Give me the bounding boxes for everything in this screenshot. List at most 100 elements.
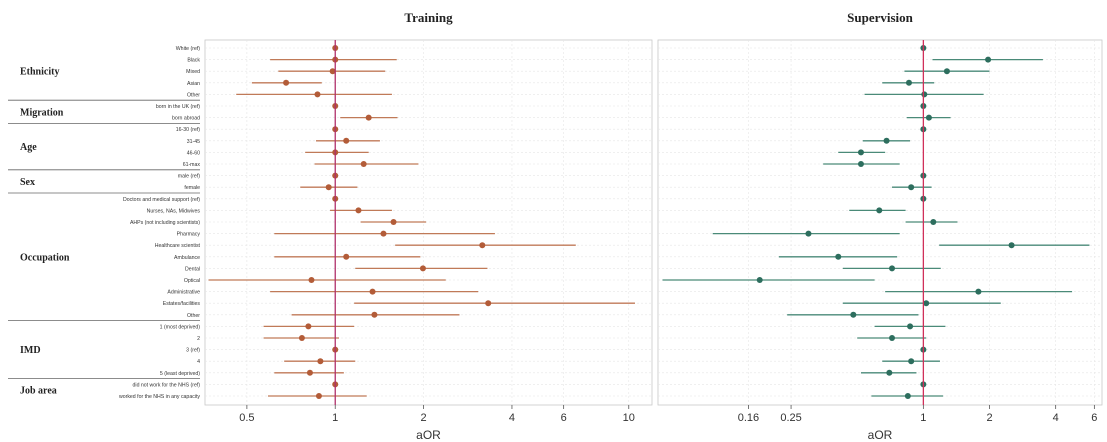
supervision-point-healthcare-scientist	[1008, 242, 1015, 249]
training-point-pharmacy	[380, 230, 387, 237]
row-label-black: Black	[187, 58, 200, 64]
row-label-pharmacy: Pharmacy	[177, 232, 201, 238]
row-label-estates-facilities: Estates/facilities	[163, 301, 201, 307]
training-point-31-45	[343, 137, 350, 144]
training-x-tick-label: 1	[332, 412, 338, 424]
training-point-4	[317, 358, 324, 365]
training-point-61-max	[360, 161, 367, 167]
supervision-point-31-45	[883, 137, 890, 144]
training-point-ambulance	[343, 253, 350, 260]
training-x-tick-label: 4	[509, 412, 515, 424]
group-label-occupation: Occupation	[20, 252, 70, 263]
supervision-point-4	[908, 358, 915, 365]
supervision-plot-area	[657, 39, 1103, 406]
row-label-ahps-not-including-scientists: AHPs (not including scientists)	[130, 220, 200, 226]
training-point-optical	[308, 277, 315, 283]
training-point-nurses-nas-midwives	[355, 207, 362, 214]
supervision-x-tick-label: 4	[1053, 412, 1059, 424]
row-label-31-45: 31-45	[187, 139, 200, 145]
row-label-born-abroad: born abroad	[172, 116, 200, 122]
row-label-administrative: Administrative	[167, 290, 200, 296]
row-label-other: Other	[187, 313, 200, 319]
training-point-5-least-deprived	[306, 369, 313, 376]
supervision-point-asian	[905, 79, 912, 86]
supervision-x-tick-label: 1	[920, 412, 926, 424]
group-labels: Ethnicity Migration Age Sex Occupation IMD Job…	[8, 67, 200, 397]
row-label-healthcare-scientist: Healthcare scientist	[155, 243, 201, 249]
row-label-other: Other	[187, 92, 200, 98]
supervision-x-tick-label: 0.25	[780, 412, 801, 424]
row-label-nurses-nas-midwives: Nurses, NAs, Midwives	[147, 208, 201, 214]
group-label-imd: IMD	[20, 345, 41, 356]
row-label-mixed: Mixed	[186, 69, 200, 75]
training-x-axis-label: aOR	[416, 428, 441, 442]
supervision-x-tick-label: 6	[1091, 412, 1097, 424]
group-label-age: Age	[20, 142, 37, 153]
group-label-sex: Sex	[20, 177, 35, 188]
supervision-point-other	[850, 311, 857, 318]
supervision-panel: 0.16 0.25 1 2 4 6 Supervision aOR	[657, 10, 1103, 442]
training-x-tick-label: 2	[421, 412, 427, 424]
row-label-did-not-work-for-the-nhs-ref: did not work for the NHS (ref)	[133, 382, 201, 388]
training-point-other	[314, 91, 321, 98]
supervision-title: Supervision	[847, 10, 914, 25]
row-label-male-ref: male (ref)	[178, 174, 200, 180]
training-point-estates-facilities	[485, 300, 492, 307]
row-label-asian: Asian	[187, 81, 200, 87]
row-label-dental: Dental	[185, 266, 200, 272]
training-point-healthcare-scientist	[479, 242, 486, 249]
row-label-16-30-ref: 16-30 (ref)	[176, 127, 200, 133]
row-label-46-60: 46-60	[187, 150, 200, 156]
supervision-x-axis-label: aOR	[868, 428, 893, 442]
row-labels: White (ref) Black Mixed Asian Other born in t…	[119, 46, 201, 400]
row-label-ambulance: Ambulance	[174, 255, 200, 261]
supervision-point-optical	[756, 277, 763, 283]
supervision-point-other	[921, 91, 928, 98]
supervision-point-black	[985, 56, 992, 63]
supervision-point-46-60	[857, 149, 864, 156]
supervision-point-ambulance	[835, 253, 842, 260]
group-label-migration: Migration	[20, 107, 64, 118]
supervision-x-tick-label: 0.16	[738, 412, 759, 424]
row-label-2: 2	[197, 336, 200, 342]
row-label-4: 4	[197, 359, 200, 365]
row-label-worked-for-the-nhs-in-any-capacity: worked for the NHS in any capacity	[119, 394, 200, 400]
row-label-born-in-the-uk-ref: born in the UK (ref)	[156, 104, 200, 110]
row-label-optical: Optical	[184, 278, 200, 284]
training-point-dental	[419, 265, 426, 272]
supervision-point-mixed	[943, 68, 950, 75]
row-label-female: female	[184, 185, 200, 191]
training-point-worked-for-the-nhs-in-any-capacity	[315, 393, 322, 399]
group-label-job-area: Job area	[20, 386, 57, 397]
supervision-point-1-most-deprived	[907, 323, 914, 330]
row-label-doctors-and-medical-support-ref: Doctors and medical support (ref)	[123, 197, 200, 203]
supervision-point-2	[889, 335, 896, 341]
supervision-point-nurses-nas-midwives	[876, 207, 883, 214]
row-label-1-most-deprived: 1 (most deprived)	[160, 324, 201, 330]
supervision-point-administrative	[975, 288, 982, 295]
training-x-tick-label: 10	[623, 412, 635, 424]
training-point-born-abroad	[365, 114, 372, 121]
row-label-white-ref: White (ref)	[176, 46, 200, 52]
training-point-administrative	[369, 288, 376, 295]
training-point-1-most-deprived	[305, 323, 312, 330]
supervision-x-tick-label: 2	[986, 412, 992, 424]
training-point-asian	[283, 79, 290, 86]
row-label-3-ref: 3 (ref)	[186, 348, 200, 354]
supervision-point-worked-for-the-nhs-in-any-capacity	[904, 393, 911, 399]
row-label-61-max: 61-max	[183, 162, 201, 168]
supervision-point-estates-facilities	[923, 300, 930, 307]
training-x-tick-label: 0.5	[239, 412, 254, 424]
training-point-2	[298, 335, 305, 341]
training-panel: 0.5 1 2 4 6 10 Training aOR	[204, 10, 653, 442]
group-label-ethnicity: Ethnicity	[20, 67, 59, 78]
row-label-5-least-deprived: 5 (least deprived)	[160, 371, 200, 377]
supervision-point-dental	[889, 265, 896, 272]
training-point-ahps-not-including-scientists	[390, 219, 397, 225]
training-point-female	[325, 184, 332, 191]
training-point-other	[371, 311, 378, 318]
training-point-mixed	[329, 68, 336, 75]
supervision-point-female	[908, 184, 915, 191]
